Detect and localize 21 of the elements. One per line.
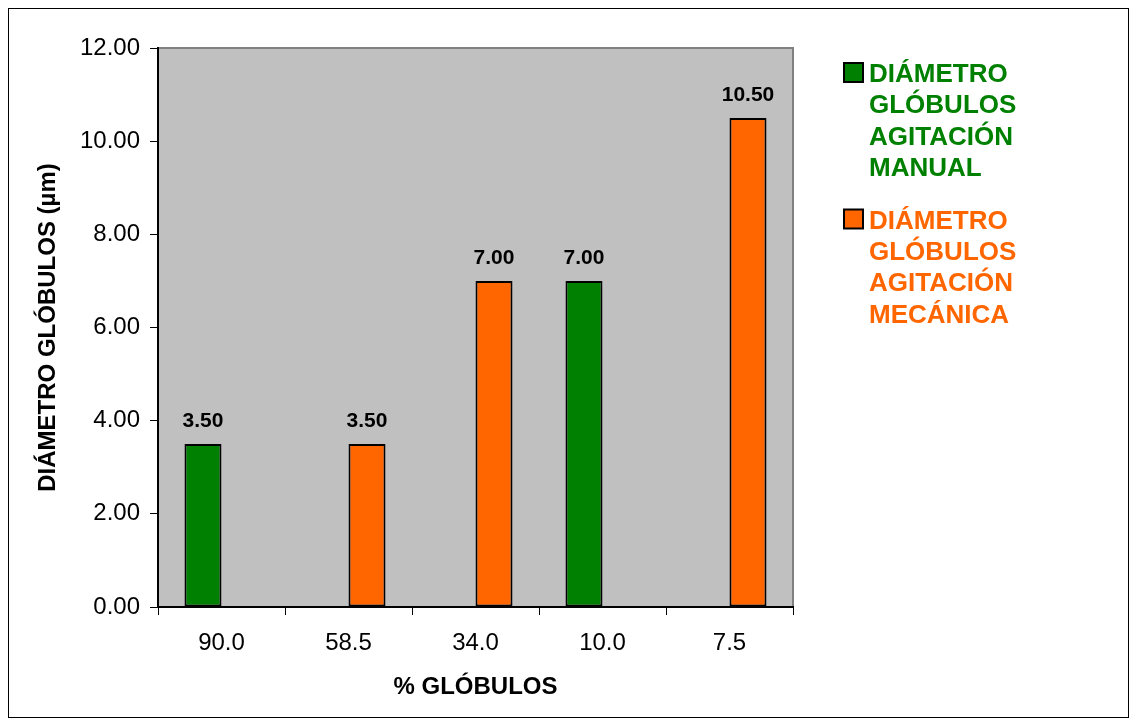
legend-label: DIÁMETRO GLÓBULOS AGITACIÓN MANUAL — [869, 58, 1017, 183]
x-axis-title: % GLÓBULOS — [393, 672, 558, 700]
data-label: 10.50 — [721, 81, 775, 105]
y-tick-label: 8.00 — [93, 218, 140, 246]
x-tick-label: 7.5 — [712, 628, 747, 656]
legend-label: DIÁMETRO GLÓBULOS AGITACIÓN MECÁNICA — [869, 204, 1017, 329]
data-label: 3.50 — [182, 407, 224, 431]
x-tick-label: 34.0 — [452, 628, 499, 656]
x-tick-label: 58.5 — [325, 628, 372, 656]
data-label: 3.50 — [346, 407, 388, 431]
x-tick-label: 90.0 — [198, 628, 245, 656]
data-label: 7.00 — [473, 244, 515, 268]
y-tick-label: 4.00 — [93, 405, 140, 433]
y-tick-label: 12.00 — [79, 32, 140, 60]
y-axis-title: DIÁMETRO GLÓBULOS (µm) — [33, 163, 61, 492]
y-tick-label: 6.00 — [93, 312, 140, 340]
y-tick-label: 0.00 — [93, 591, 140, 619]
y-tick-label: 2.00 — [93, 498, 140, 526]
data-label: 7.00 — [563, 244, 605, 268]
x-tick-label: 10.0 — [579, 628, 626, 656]
y-tick-label: 10.00 — [79, 125, 140, 153]
